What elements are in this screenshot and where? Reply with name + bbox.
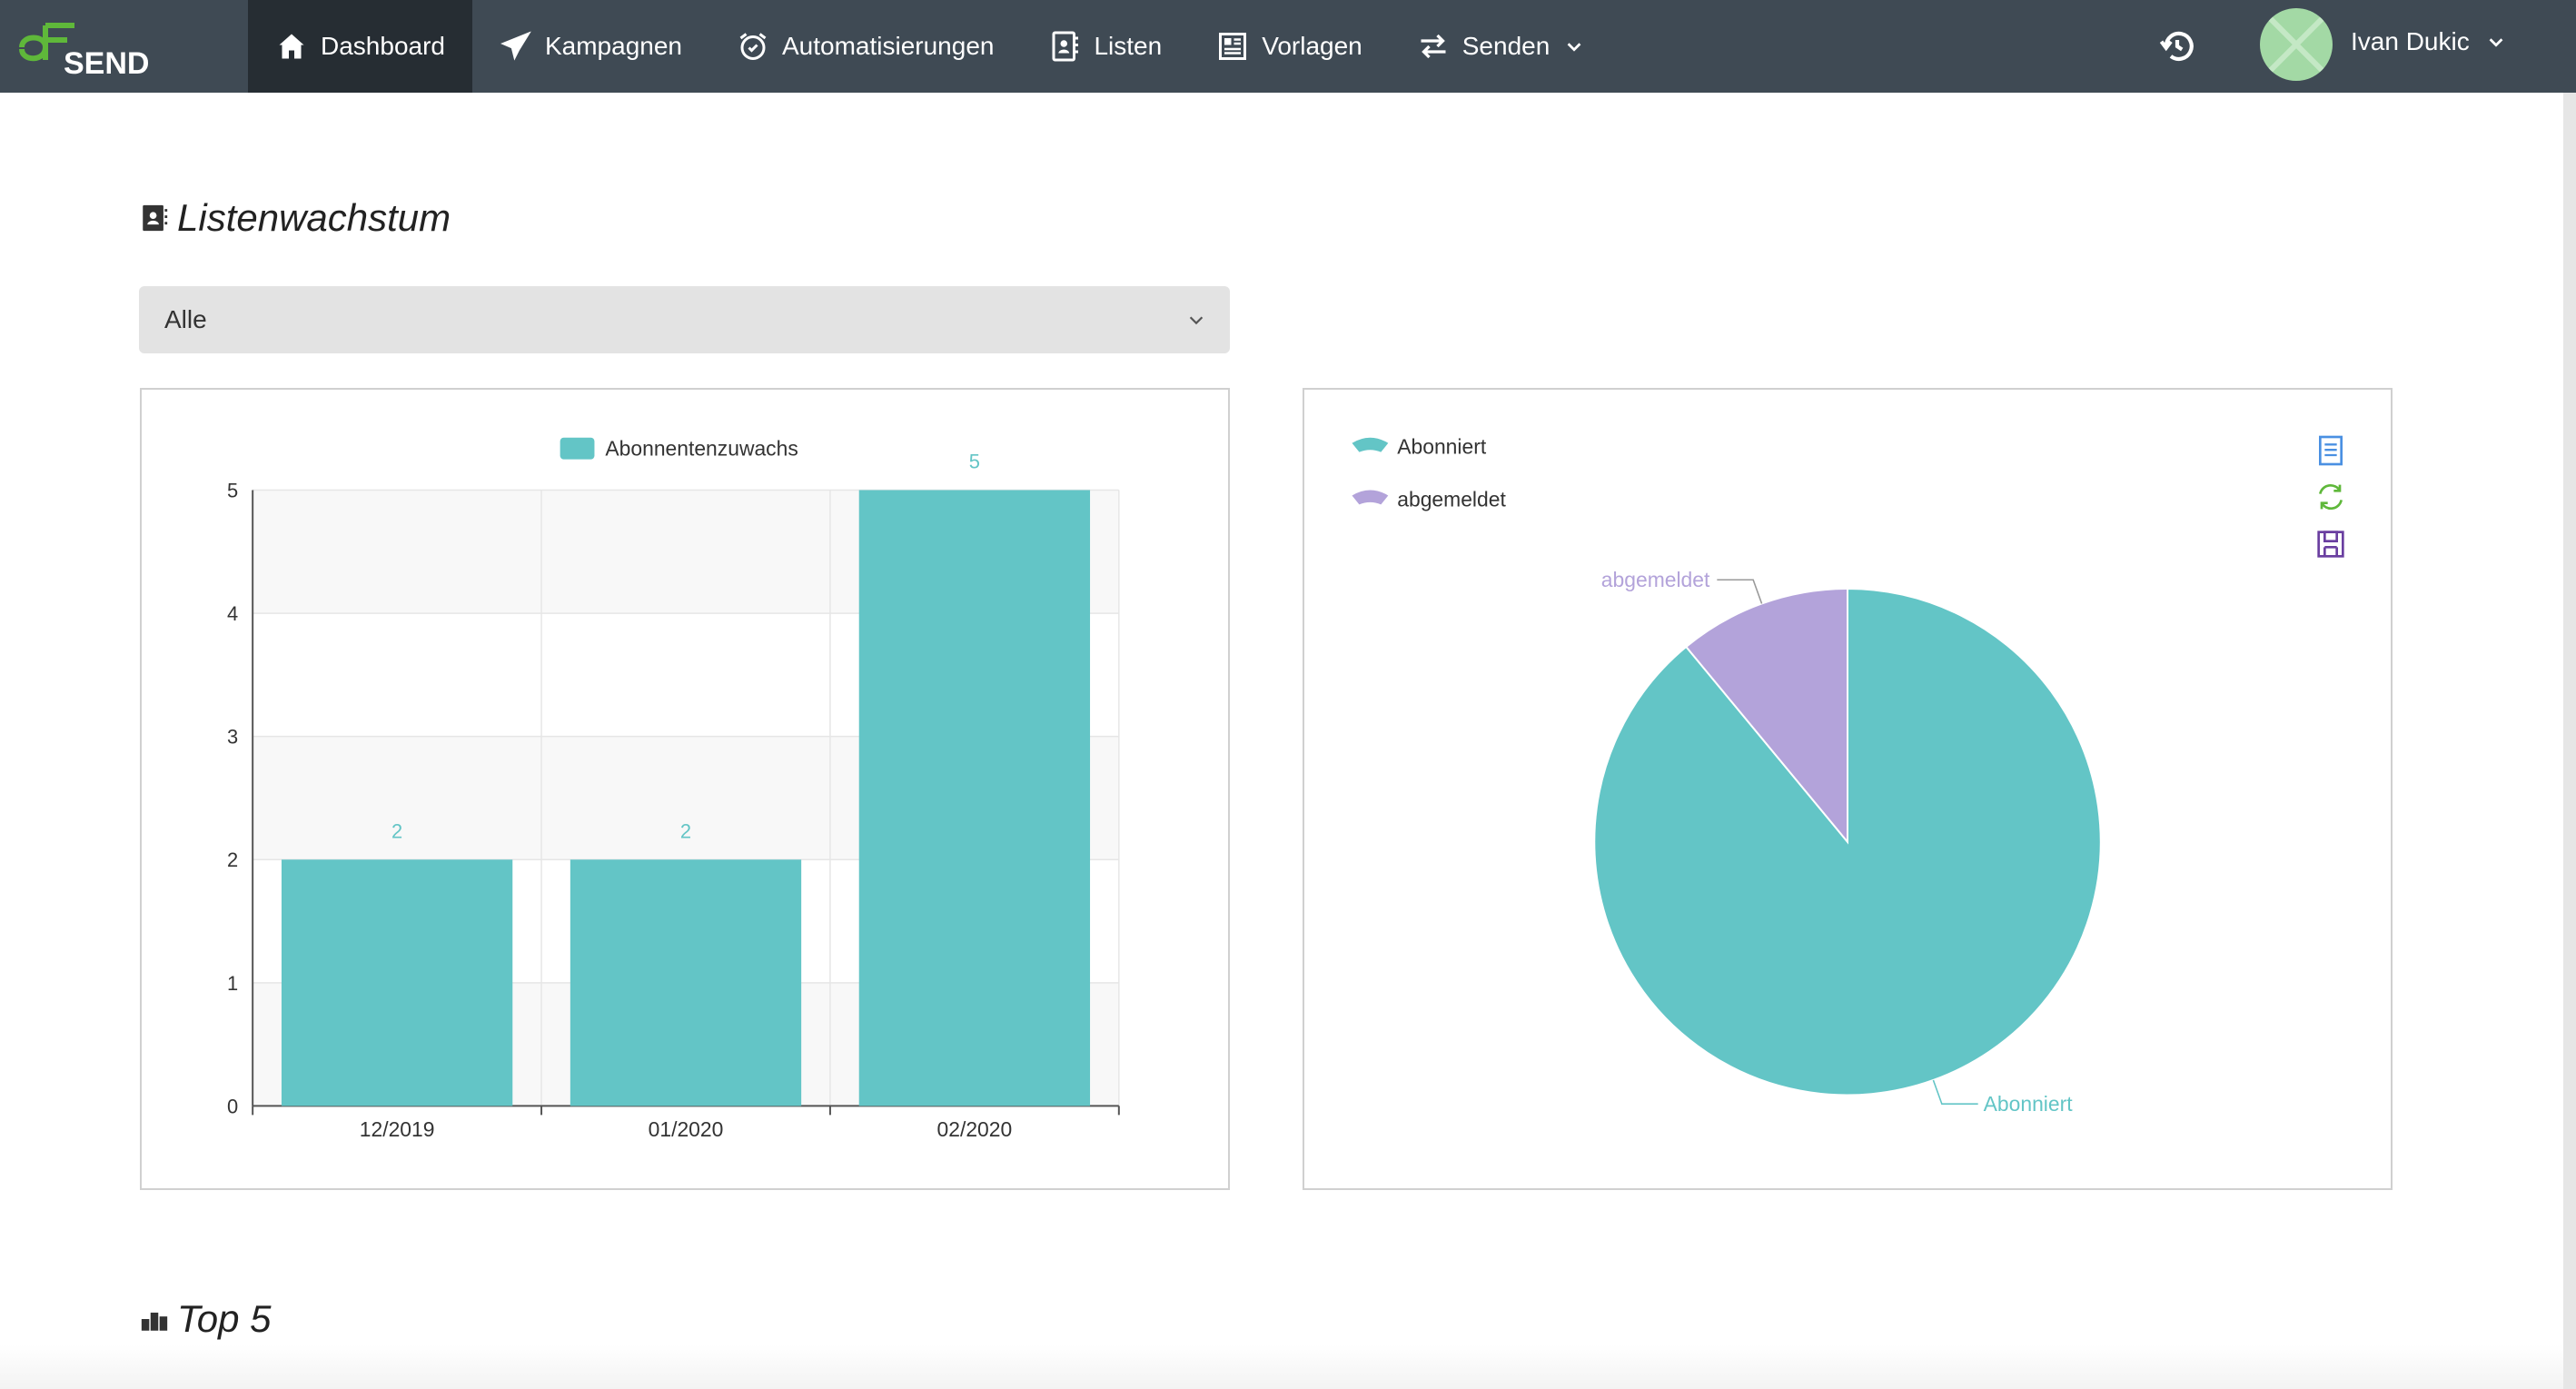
page-title-text: Listenwachstum — [177, 196, 451, 239]
nav-kampagnen[interactable]: Kampagnen — [472, 0, 709, 93]
user-menu[interactable]: Ivan Dukic — [2351, 0, 2506, 84]
nav-listen-label: Listen — [1094, 32, 1163, 60]
history-icon[interactable] — [2158, 27, 2196, 65]
nav-listen[interactable]: Listen — [1021, 0, 1189, 93]
y-tick-label: 2 — [227, 848, 238, 871]
contact-book-icon — [1052, 31, 1079, 62]
bar-chart-card: 0 1 2 3 4 5 2 12/2019 2 01/2020 5 02/2020 Abonnenten… — [140, 388, 1230, 1190]
scrollbar-track[interactable] — [2563, 93, 2576, 1389]
page-title: Listenwachstum — [139, 196, 451, 240]
chevron-down-icon — [2489, 38, 2503, 47]
alarm-clock-icon — [739, 33, 767, 60]
nav-vorlagen[interactable]: Vorlagen — [1189, 0, 1390, 93]
main-nav: Dashboard Kampagnen Automatisierungen Li… — [248, 0, 1611, 93]
legend-label: Abonniert — [1397, 435, 1487, 459]
legend: Abonnentenzuwachs — [560, 437, 798, 461]
bar — [570, 859, 802, 1106]
data-view-icon[interactable] — [2313, 432, 2349, 469]
nav-dashboard[interactable]: Dashboard — [248, 0, 472, 93]
nav-senden[interactable]: Senden — [1390, 0, 1612, 93]
nav-dashboard-label: Dashboard — [321, 32, 445, 60]
bar-chart: 0 1 2 3 4 5 2 12/2019 2 01/2020 5 02/2020 Abonnenten… — [227, 437, 1120, 1141]
bar-data-label: 5 — [969, 451, 980, 473]
nav-automatisierungen-label: Automatisierungen — [782, 32, 995, 60]
send-logo[interactable]: SEND — [18, 15, 154, 81]
bar-data-label: 2 — [680, 819, 691, 842]
legend-swatch — [1352, 490, 1389, 505]
top5-title: Top 5 — [139, 1297, 272, 1341]
newspaper-icon — [1219, 33, 1247, 60]
y-tick-label: 4 — [227, 602, 238, 625]
slice-leader-line — [1932, 1079, 1978, 1106]
page-bottom-fade — [0, 1344, 2563, 1389]
nav-vorlagen-label: Vorlagen — [1262, 32, 1362, 60]
x-tick-label: 02/2020 — [937, 1117, 1013, 1141]
bar-data-label: 2 — [391, 819, 402, 842]
contact-book-icon — [143, 204, 168, 232]
list-select[interactable]: Alle — [139, 286, 1230, 353]
list-select-value: Alle — [164, 305, 207, 333]
top5-title-text: Top 5 — [177, 1297, 272, 1340]
y-tick-label: 1 — [227, 972, 238, 995]
user-name: Ivan Dukic — [2351, 27, 2470, 55]
save-image-icon[interactable] — [2313, 526, 2349, 562]
nav-kampagnen-label: Kampagnen — [544, 32, 682, 60]
restore-icon[interactable] — [2313, 479, 2349, 515]
pie-chart: Abonniert abgemeldet Abonniert abgemeldet — [1352, 435, 2102, 1116]
legend-label: Abonnentenzuwachs — [605, 437, 798, 461]
legend: Abonniert abgemeldet — [1352, 435, 1506, 511]
pie-chart-card: Abonniert abgemeldet Abonniert abgemeldet — [1303, 388, 2393, 1190]
x-tick-label: 01/2020 — [649, 1117, 724, 1141]
svg-text:SEND: SEND — [64, 46, 149, 78]
slice-label: Abonniert — [1984, 1092, 2074, 1116]
legend-swatch — [1352, 437, 1389, 452]
legend-label: abgemeldet — [1397, 487, 1506, 511]
y-tick-label: 0 — [227, 1095, 238, 1117]
pie-slice — [1593, 588, 2102, 1096]
y-tick-label: 5 — [227, 479, 238, 501]
chevron-down-icon — [1189, 316, 1204, 325]
home-icon — [279, 34, 304, 59]
chevron-down-icon — [1567, 43, 1581, 52]
podium-icon — [141, 1312, 168, 1331]
avatar[interactable] — [2260, 8, 2333, 81]
y-tick-label: 3 — [227, 726, 238, 749]
exchange-arrows-icon — [1421, 34, 1446, 59]
bar — [858, 490, 1091, 1106]
legend-swatch — [560, 437, 595, 460]
top-navbar: SEND Dashboard Kampagnen Automatisierung… — [0, 0, 2576, 93]
paper-plane-icon — [500, 31, 531, 61]
x-tick-label: 12/2019 — [360, 1117, 435, 1141]
bar — [281, 859, 513, 1106]
nav-automatisierungen[interactable]: Automatisierungen — [709, 0, 1021, 93]
slice-label: abgemeldet — [1601, 568, 1710, 591]
slice-leader-line — [1717, 579, 1763, 604]
nav-senden-label: Senden — [1461, 32, 1551, 60]
